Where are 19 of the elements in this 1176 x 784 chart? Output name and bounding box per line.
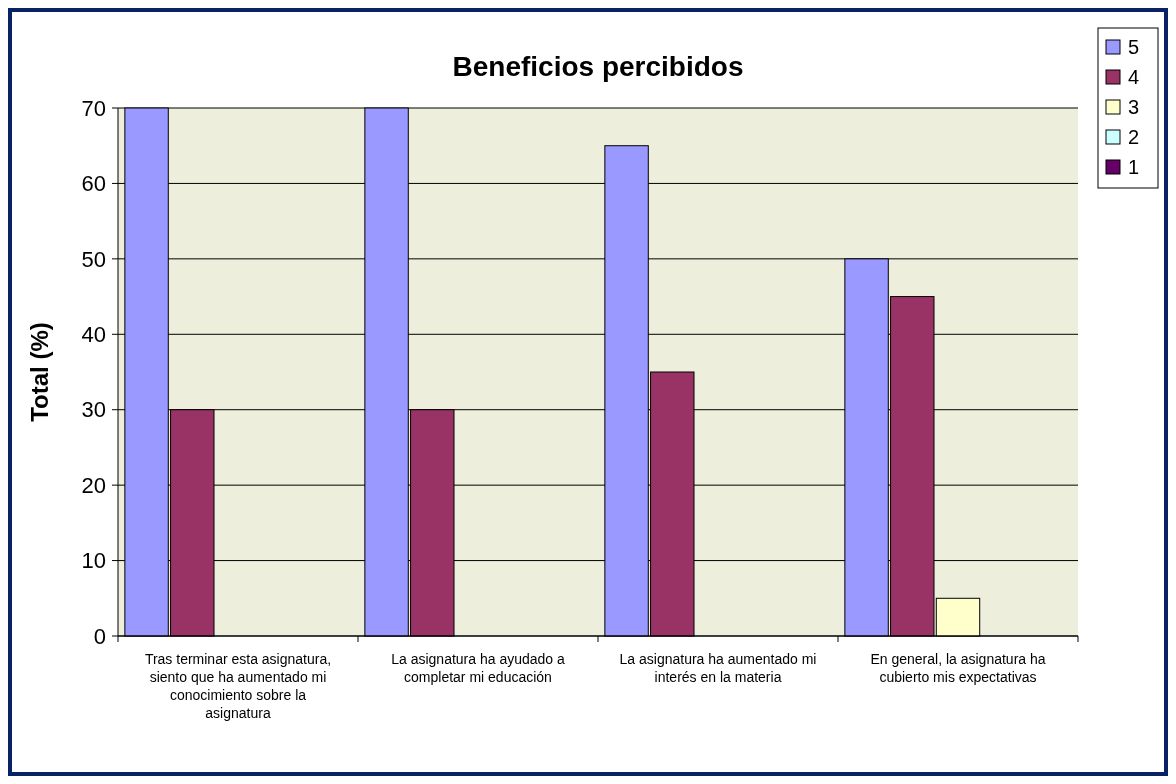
y-tick-label: 20 bbox=[81, 472, 106, 498]
x-tick-label: La asignatura ha aumentado mi interés en la materia bbox=[619, 651, 817, 685]
y-tick-label: 10 bbox=[81, 548, 106, 574]
y-tick-label: 60 bbox=[81, 171, 106, 197]
chart-title: Beneficios percibidos bbox=[452, 51, 744, 82]
x-tick-label: En general, la asignatura ha cubierto mis expectativas bbox=[870, 651, 1046, 685]
y-tick-label: 70 bbox=[81, 95, 106, 121]
y-tick-label: 30 bbox=[81, 397, 106, 423]
legend-label: 3 bbox=[1128, 96, 1140, 118]
legend-label: 4 bbox=[1128, 66, 1140, 88]
y-axis-title: Total (%) bbox=[26, 322, 53, 422]
x-tick-label: La asignatura ha ayudado a completar mi educación bbox=[391, 651, 565, 685]
legend-label: 5 bbox=[1128, 36, 1140, 58]
x-tick-label: Tras terminar esta asignatura, siento que ha aumentado mi conocimiento sobre la asignatura bbox=[144, 651, 332, 721]
legend-label: 1 bbox=[1128, 156, 1140, 178]
y-tick-label: 40 bbox=[81, 321, 106, 347]
legend-label: 2 bbox=[1128, 126, 1140, 148]
y-tick-label: 50 bbox=[81, 246, 106, 272]
y-tick-label: 0 bbox=[93, 623, 106, 649]
